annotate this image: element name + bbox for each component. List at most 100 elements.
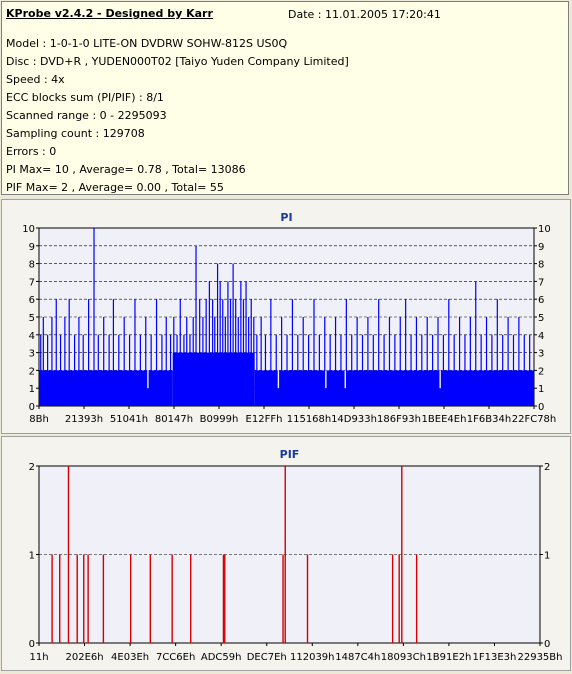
pi-spike (173, 317, 175, 406)
pi-ytick-right: 5 (538, 313, 544, 324)
pi-ytick-left: 5 (29, 313, 35, 324)
pi-xtick-label: 80147h (155, 414, 193, 425)
pif-title: PIF (280, 448, 300, 461)
pi-spike (134, 299, 136, 406)
pi-spike (491, 334, 493, 406)
pi-ytick-right: 4 (538, 331, 544, 342)
pi-ytick-left: 6 (29, 295, 35, 306)
pi-spike (405, 299, 407, 406)
pi-spike (250, 299, 252, 406)
pif-xtick-label: 1F13E3h (473, 652, 517, 663)
pi-xtick-label: 22FC78h (512, 414, 557, 425)
pi-ytick-right: 2 (538, 366, 544, 377)
pi-spike (118, 334, 120, 406)
pi-xtick-label: 8Bh (29, 414, 49, 425)
pi-spike (253, 317, 255, 406)
pi-ytick-right: 9 (538, 242, 544, 253)
pi-ytick-left: 4 (29, 331, 35, 342)
pi-spike (286, 334, 288, 406)
pi-title: PI (280, 211, 292, 224)
pi-spike (448, 299, 450, 406)
model-line: Model : 1-0-1-0 LITE-ON DVDRW SOHW-812S … (6, 37, 288, 50)
pi-spike (512, 334, 515, 406)
pi-spike (227, 281, 229, 406)
pi-spike (394, 334, 396, 406)
pi-spike (264, 334, 267, 406)
pif-ytick-left: 2 (29, 462, 35, 473)
pi-spike (195, 245, 197, 406)
pi-spike (205, 299, 207, 406)
pi-spike (199, 299, 201, 406)
pi-spike (192, 317, 194, 406)
pi-xtick-label: 21393h (65, 414, 103, 425)
pi-spike (372, 334, 374, 406)
pi-ytick-left: 7 (29, 277, 35, 288)
pi-spike (224, 317, 226, 406)
pi-spike (165, 317, 167, 406)
pi-spike (307, 334, 310, 406)
pi-spike (59, 334, 62, 406)
pi-spike (108, 334, 110, 406)
pi-spike (356, 317, 358, 406)
pi-spike (297, 334, 299, 406)
pi-spike (150, 334, 152, 406)
pi-ytick-left: 1 (29, 384, 35, 395)
pi-spike (229, 299, 232, 406)
pi-ytick-right: 1 (538, 384, 544, 395)
pi-spike (212, 299, 214, 406)
pi-ytick-left: 8 (29, 260, 35, 271)
pi-spike (40, 334, 42, 406)
pi-xtick-label: 1BEE4Eh (422, 414, 467, 425)
pi-spike (496, 299, 498, 406)
pif-bar (398, 554, 400, 643)
pi-spike (189, 334, 191, 406)
pi-spike (313, 299, 315, 406)
pif-bar (87, 554, 89, 643)
pif-xtick-label: 7CC6Eh (156, 652, 195, 663)
pi-spike (155, 299, 158, 406)
pi-spike (242, 299, 245, 406)
pi-spike (275, 334, 277, 406)
pi-spike (426, 317, 428, 406)
pif-ytick-left: 0 (29, 639, 35, 650)
pif-bar (129, 554, 132, 643)
pi-spike (329, 334, 331, 406)
pi-spike (480, 334, 482, 406)
pi-spike (202, 317, 204, 406)
pi-dip (147, 370, 149, 389)
pi-spike (399, 317, 401, 406)
pi-spike (97, 334, 99, 406)
pi-spike (318, 334, 320, 406)
pi-spike (64, 317, 66, 406)
pi-spike (208, 281, 210, 406)
pi-spike (51, 317, 53, 406)
pi-spike (367, 317, 369, 406)
pi-spike (256, 334, 258, 406)
pif-xtick-label: 112039h (290, 652, 335, 663)
pif-xtick-label: 4E03Eh (111, 652, 149, 663)
pi-spike (281, 317, 283, 406)
pi-dip (344, 370, 346, 389)
pif-bar (391, 554, 394, 643)
pi-spike (128, 334, 131, 406)
pi-spike (383, 334, 385, 406)
pi-dip (277, 370, 280, 389)
pi-spike (145, 317, 147, 406)
pi-ytick-right: 3 (538, 349, 544, 360)
pi-spike (378, 299, 380, 406)
pi-xtick-label: 186F93h (377, 414, 421, 425)
pif-bar (224, 554, 226, 643)
pi-spike (302, 317, 304, 406)
info-panel: KProbe v2.4.2 - Designed by Karr Date : … (1, 1, 569, 195)
pi-ytick-right: 0 (538, 402, 544, 413)
pi-summary-line: PI Max= 10 , Average= 0.78 , Total= 1308… (6, 163, 246, 176)
pi-spike (260, 317, 262, 406)
pi-dip (325, 370, 327, 389)
pi-xtick-label: 14D933h (331, 414, 377, 425)
pi-spike (93, 228, 95, 406)
pi-ytick-left: 9 (29, 242, 35, 253)
pi-baseline-fill (39, 370, 173, 406)
pi-spike (502, 334, 504, 406)
pi-spike (123, 317, 125, 406)
pif-bar (83, 554, 85, 643)
